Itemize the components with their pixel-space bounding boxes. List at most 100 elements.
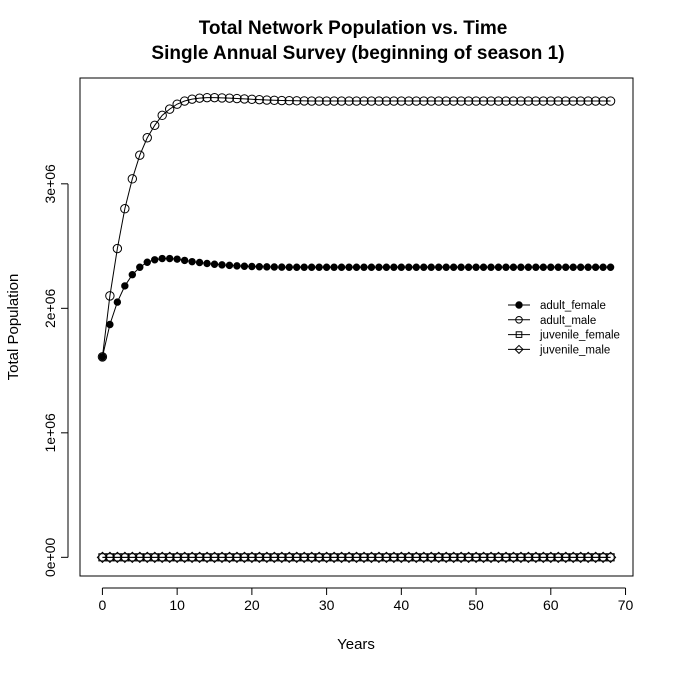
x-tick-label: 70 — [618, 597, 634, 613]
data-point — [137, 264, 143, 270]
data-point — [286, 264, 292, 270]
data-point — [346, 264, 352, 270]
data-point — [196, 259, 202, 265]
data-point — [518, 264, 524, 270]
data-point — [473, 264, 479, 270]
legend-label: adult_male — [540, 315, 596, 327]
data-point — [510, 264, 516, 270]
data-point — [570, 264, 576, 270]
y-tick-label: 0e+00 — [42, 537, 58, 577]
data-point — [361, 264, 367, 270]
plot-frame — [80, 78, 633, 576]
legend-item-adult_male: adult_male — [508, 315, 596, 327]
y-tick-label: 1e+06 — [42, 413, 58, 453]
data-point — [525, 264, 531, 270]
data-point — [383, 264, 389, 270]
x-tick-label: 60 — [543, 597, 559, 613]
series-layer — [97, 93, 615, 562]
data-point — [592, 264, 598, 270]
data-point — [577, 264, 583, 270]
x-tick-label: 50 — [468, 597, 484, 613]
data-point — [226, 262, 232, 268]
legend-label: juvenile_female — [539, 330, 620, 342]
series-adult_male — [98, 93, 615, 361]
data-point — [279, 264, 285, 270]
data-point — [166, 255, 172, 261]
data-point — [376, 264, 382, 270]
data-point — [465, 264, 471, 270]
data-point — [406, 264, 412, 270]
y-tick-label: 3e+06 — [42, 164, 58, 204]
chart-subtitle: Single Annual Survey (beginning of seaso… — [151, 43, 564, 64]
legend-item-juvenile_female: juvenile_female — [508, 330, 620, 342]
legend-label: adult_female — [540, 300, 606, 312]
data-point — [540, 264, 546, 270]
data-point — [563, 264, 569, 270]
data-point — [413, 264, 419, 270]
data-point — [181, 257, 187, 263]
x-tick-label: 30 — [319, 597, 335, 613]
legend-marker — [516, 302, 522, 308]
data-point — [436, 264, 442, 270]
data-point — [159, 255, 165, 261]
series-adult_female — [99, 255, 614, 360]
data-point — [443, 264, 449, 270]
series-line-adult_female — [102, 259, 610, 357]
data-point — [301, 264, 307, 270]
data-point — [585, 264, 591, 270]
data-point — [368, 264, 374, 270]
data-point — [555, 264, 561, 270]
data-point — [241, 263, 247, 269]
data-point — [256, 264, 262, 270]
y-tick-label: 2e+06 — [42, 288, 58, 328]
data-point — [219, 262, 225, 268]
data-point — [533, 264, 539, 270]
data-point — [204, 260, 210, 266]
data-point — [495, 264, 501, 270]
x-tick-label: 40 — [394, 597, 410, 613]
data-point — [211, 261, 217, 267]
data-point — [391, 264, 397, 270]
x-axis-label: Years — [337, 636, 375, 653]
data-point — [189, 258, 195, 264]
x-tick-label: 20 — [244, 597, 260, 613]
data-point — [607, 264, 613, 270]
data-point — [458, 264, 464, 270]
data-point — [114, 299, 120, 305]
x-tick-label: 10 — [169, 597, 185, 613]
data-point — [488, 264, 494, 270]
data-point — [398, 264, 404, 270]
data-point — [294, 264, 300, 270]
data-point — [323, 264, 329, 270]
data-point — [331, 264, 337, 270]
data-point — [316, 264, 322, 270]
data-point — [503, 264, 509, 270]
chart-title: Total Network Population vs. Time — [199, 18, 508, 39]
data-point — [271, 264, 277, 270]
data-point — [129, 272, 135, 278]
data-point — [450, 264, 456, 270]
legend-item-adult_female: adult_female — [508, 300, 606, 312]
legend: adult_female adult_male juvenile_femalejuv… — [508, 300, 620, 356]
data-point — [353, 264, 359, 270]
data-point — [600, 264, 606, 270]
data-point — [338, 264, 344, 270]
series-line-adult_male — [102, 98, 610, 357]
data-point — [152, 257, 158, 263]
y-axis-label: Total Population — [5, 274, 22, 381]
data-point — [308, 264, 314, 270]
data-point — [421, 264, 427, 270]
data-point — [249, 263, 255, 269]
data-point — [174, 256, 180, 262]
legend-item-juvenile_male: juvenile_male — [508, 344, 610, 356]
data-point — [122, 283, 128, 289]
data-point — [107, 321, 113, 327]
data-point — [428, 264, 434, 270]
data-point — [234, 263, 240, 269]
legend-label: juvenile_male — [539, 344, 610, 356]
data-point — [548, 264, 554, 270]
x-tick-label: 0 — [99, 597, 107, 613]
data-point — [480, 264, 486, 270]
